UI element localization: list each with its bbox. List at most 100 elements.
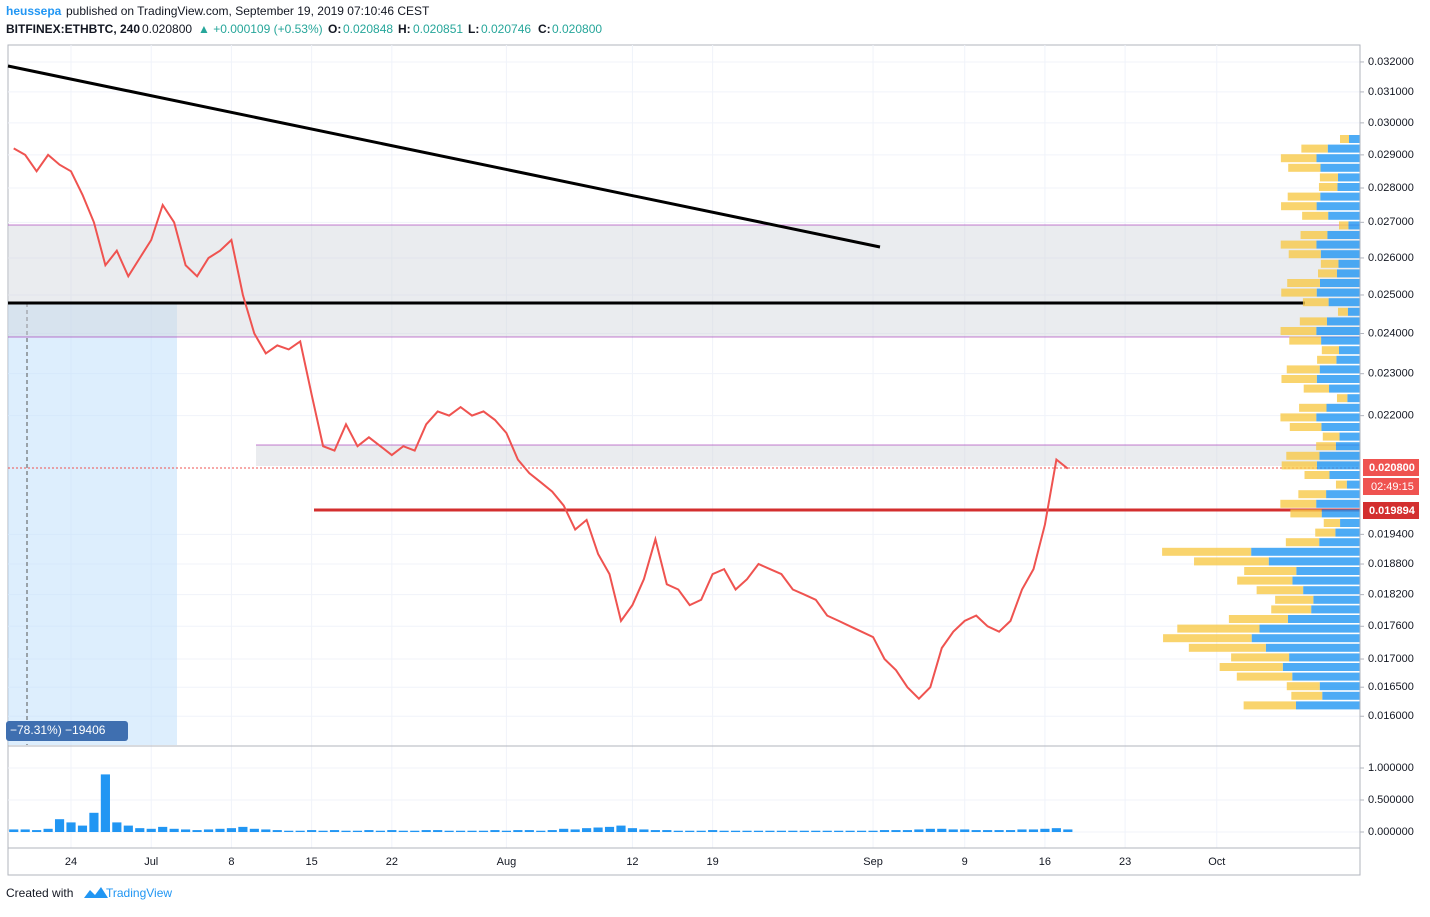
y-tick-label: 0.018800 [1368,558,1414,570]
indicator-bar [467,830,477,832]
indicator-bar [547,830,557,832]
indicator-bar [444,830,454,832]
logo [84,887,108,898]
indicator-bar [1063,829,1073,832]
indicator-bar [364,830,374,832]
indicator-bar [730,830,741,832]
indicator-bar [879,830,890,832]
price-tag [1363,459,1419,476]
series [9,147,1073,832]
profile-bar [1326,490,1360,499]
profile-bar [1320,259,1339,268]
profile-bar [1302,211,1329,220]
h: 0.020851 [413,22,463,36]
indicator-bar [753,830,764,832]
profile-bar [1281,461,1317,470]
y-tick-label: 1.000000 [1368,762,1414,774]
indicator-bar [971,830,981,832]
profile-bar [1288,163,1321,172]
profile-bar [1298,490,1327,499]
profile-bar [1299,317,1327,326]
indicator-bar [925,828,935,832]
indicator-bar [66,822,76,832]
indicator-bar [891,830,901,832]
profile-bar [1322,691,1360,700]
indicator-bar [387,830,397,832]
profile-bar [1281,288,1317,297]
indicator-bar [822,830,832,832]
profile-bar [1338,346,1360,355]
indicator-bar [169,828,179,832]
indicator-bar [868,830,878,832]
y-tick-label: 0.029000 [1368,149,1414,161]
indicator-bar [181,829,191,832]
profile-bar [1329,471,1360,479]
indicator-bar [685,830,695,832]
profile-bar [1292,576,1360,585]
profile-bar [1194,557,1269,566]
x-tick-label: 23 [1119,856,1131,868]
profile-bar [1287,192,1321,201]
profile-bar [1319,173,1338,182]
profile-bar [1321,509,1360,518]
profile-bar [1286,451,1320,460]
profile-bar [1336,355,1360,364]
profile-bar [1236,672,1293,681]
profile-bar [1231,653,1290,662]
footer-created: Created with [6,886,73,900]
price-tags: 0.020800 02:49:15 0.019894 [1363,459,1419,519]
profile-bar [1280,499,1317,508]
profile-bar [1303,586,1360,595]
change: ▲ +0.000109 (+0.53%) [198,22,323,36]
profile-bar [1321,346,1339,355]
profile-bar [1316,375,1360,383]
x-tick-label: 22 [386,856,398,868]
level-tag [1363,502,1419,519]
profile-bar [1275,595,1314,604]
drawings: −78.31%) −19406 [6,64,1360,745]
profile-bar [1318,183,1338,191]
x-tick-label: 19 [707,856,719,868]
price-tag-label: 0.020800 [1369,462,1415,474]
indicator-bar [902,830,913,832]
profile-bar [1301,144,1328,153]
y-tick-label: 0.000000 [1368,826,1414,838]
profile-bar [1265,643,1360,652]
profile-bar [1335,480,1347,489]
indicator-bar [295,830,305,832]
profile-bar [1328,211,1360,220]
profile-bar [1318,269,1337,278]
indicator-bar [112,822,122,832]
indicator-bar [536,830,546,832]
c-label: C: [538,22,551,36]
y-tick-label: 0.500000 [1368,794,1414,806]
profile-bar [1289,336,1322,345]
indicator-bar [375,830,385,832]
profile-bar [1280,154,1317,163]
indicator-bar [639,829,649,832]
profile-bar [1313,595,1360,604]
zone [8,225,1360,337]
y-tick-label: 0.026000 [1368,252,1414,264]
measure-label: −78.31%) −19406 [10,723,106,737]
x-tick-label: Aug [497,856,517,868]
x-tick-label: Oct [1208,856,1225,868]
indicator-bar [811,830,821,832]
footer-brand[interactable]: TradingView [106,886,172,900]
indicator-bar [845,830,855,832]
y-tick-label: 0.017000 [1368,653,1414,665]
profile-bar [1319,538,1360,547]
x-tick-label: 9 [962,856,968,868]
profile-bar [1162,547,1252,556]
profile-bar [1328,298,1360,307]
indicator-bar [765,830,775,832]
indicator-bar [696,830,706,832]
indicator-bar [604,826,615,832]
author[interactable]: heussepa [6,4,62,18]
profile-bar [1319,279,1360,287]
indicator-bar [490,830,500,832]
profile-bar [1321,336,1360,345]
indicator-bar [627,828,638,832]
zone [256,445,1360,466]
